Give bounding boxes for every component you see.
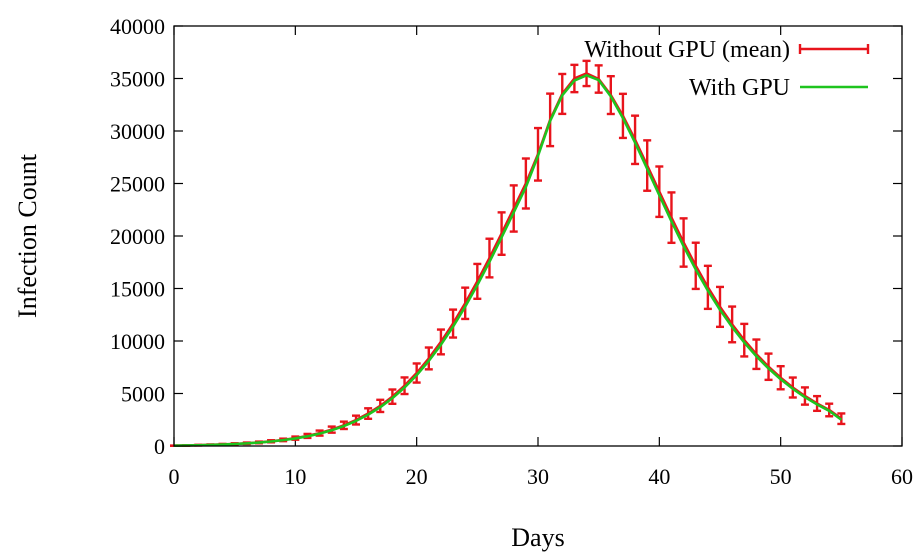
series-line-with-gpu [173, 74, 843, 447]
x-tick-label: 30 [527, 464, 549, 489]
x-tick-label: 40 [648, 464, 670, 489]
x-axis-title: Days [511, 523, 564, 552]
y-tick-label: 40000 [110, 14, 165, 39]
plot-area [170, 59, 846, 447]
x-tick-label: 50 [770, 464, 792, 489]
x-tick-label: 0 [169, 464, 180, 489]
legend-sample-without-gpu [798, 44, 870, 54]
legend: Without GPU (mean) With GPU [584, 37, 870, 101]
series-with-gpu [173, 74, 843, 447]
x-tick-label: 10 [284, 464, 306, 489]
y-tick-label: 10000 [110, 329, 165, 354]
y-tick-label: 20000 [110, 224, 165, 249]
y-tick-label: 5000 [121, 382, 165, 407]
y-tick-label: 30000 [110, 119, 165, 144]
y-tick-label: 25000 [110, 172, 165, 197]
y-tick-label: 0 [154, 434, 165, 459]
x-tick-label: 20 [406, 464, 428, 489]
y-axis-ticks: 0 5000 10000 15000 20000 25000 30000 35000 40000 [110, 14, 902, 459]
x-axis-ticks: 0 10 20 30 40 50 60 [169, 26, 913, 489]
y-tick-label: 15000 [110, 277, 165, 302]
plot-frame [173, 25, 903, 447]
legend-label-without-gpu: Without GPU (mean) [584, 37, 790, 63]
legend-label-with-gpu: With GPU [689, 75, 790, 101]
y-axis-title: Infection Count [13, 153, 42, 318]
y-tick-label: 35000 [110, 67, 165, 92]
x-tick-label: 60 [891, 464, 913, 489]
